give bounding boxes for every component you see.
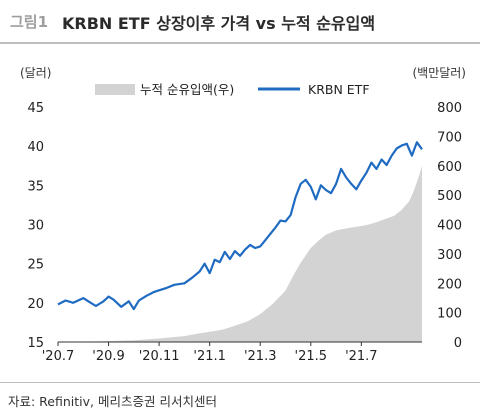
x-tick-label: '21.1 [193, 349, 226, 364]
left-tick-label: 20 [27, 297, 44, 312]
x-tick-label: '20.7 [42, 349, 75, 364]
right-tick-label: 400 [437, 219, 462, 234]
right-tick-label: 500 [437, 189, 462, 204]
right-tick-label: 0 [454, 336, 462, 351]
source-bar: 자료: Refinitiv, 메리츠증권 리서치센터 [0, 382, 480, 419]
left-tick-label: 15 [27, 336, 44, 351]
chart-svg: 15 20 25 30 35 40 45 0 100 200 300 400 500 600 700 800 '… [27, 82, 462, 364]
right-tick-label: 300 [437, 248, 462, 263]
legend-label-inflow: 누적 순유입액(우) [140, 82, 234, 97]
right-tick-label: 200 [437, 277, 462, 292]
figure-number: 그림1 [10, 13, 49, 31]
figure-title: KRBN ETF 상장이후 가격 vs 누적 순유입액 [62, 14, 376, 33]
left-tick-label: 30 [27, 219, 44, 234]
source-note: 자료: Refinitiv, 메리츠증권 리서치센터 [8, 394, 217, 409]
x-tick-label: '20.9 [92, 349, 125, 364]
left-tick-label: 35 [27, 179, 44, 194]
right-axis-unit: (백만달러) [412, 66, 466, 80]
left-tick-label: 40 [27, 140, 44, 155]
inflow-area [58, 165, 422, 342]
right-tick-label: 100 [437, 307, 462, 322]
right-tick-label: 600 [437, 160, 462, 175]
x-tick-label: '20.11 [139, 349, 180, 364]
figure-title-bar: 그림1 KRBN ETF 상장이후 가격 vs 누적 순유입액 [0, 0, 480, 44]
legend-swatch-inflow [95, 84, 135, 95]
right-tick-label: 700 [437, 130, 462, 145]
x-tick-label: '21.7 [345, 349, 378, 364]
right-tick-label: 800 [437, 101, 462, 116]
left-tick-label: 25 [27, 258, 44, 273]
x-tick-label: '21.3 [244, 349, 277, 364]
legend-label-price: KRBN ETF [308, 82, 370, 97]
price-line [57, 141, 423, 311]
left-axis-unit: (달러) [20, 66, 52, 80]
left-tick-label: 45 [27, 101, 44, 116]
x-tick-label: '21.5 [295, 349, 328, 364]
